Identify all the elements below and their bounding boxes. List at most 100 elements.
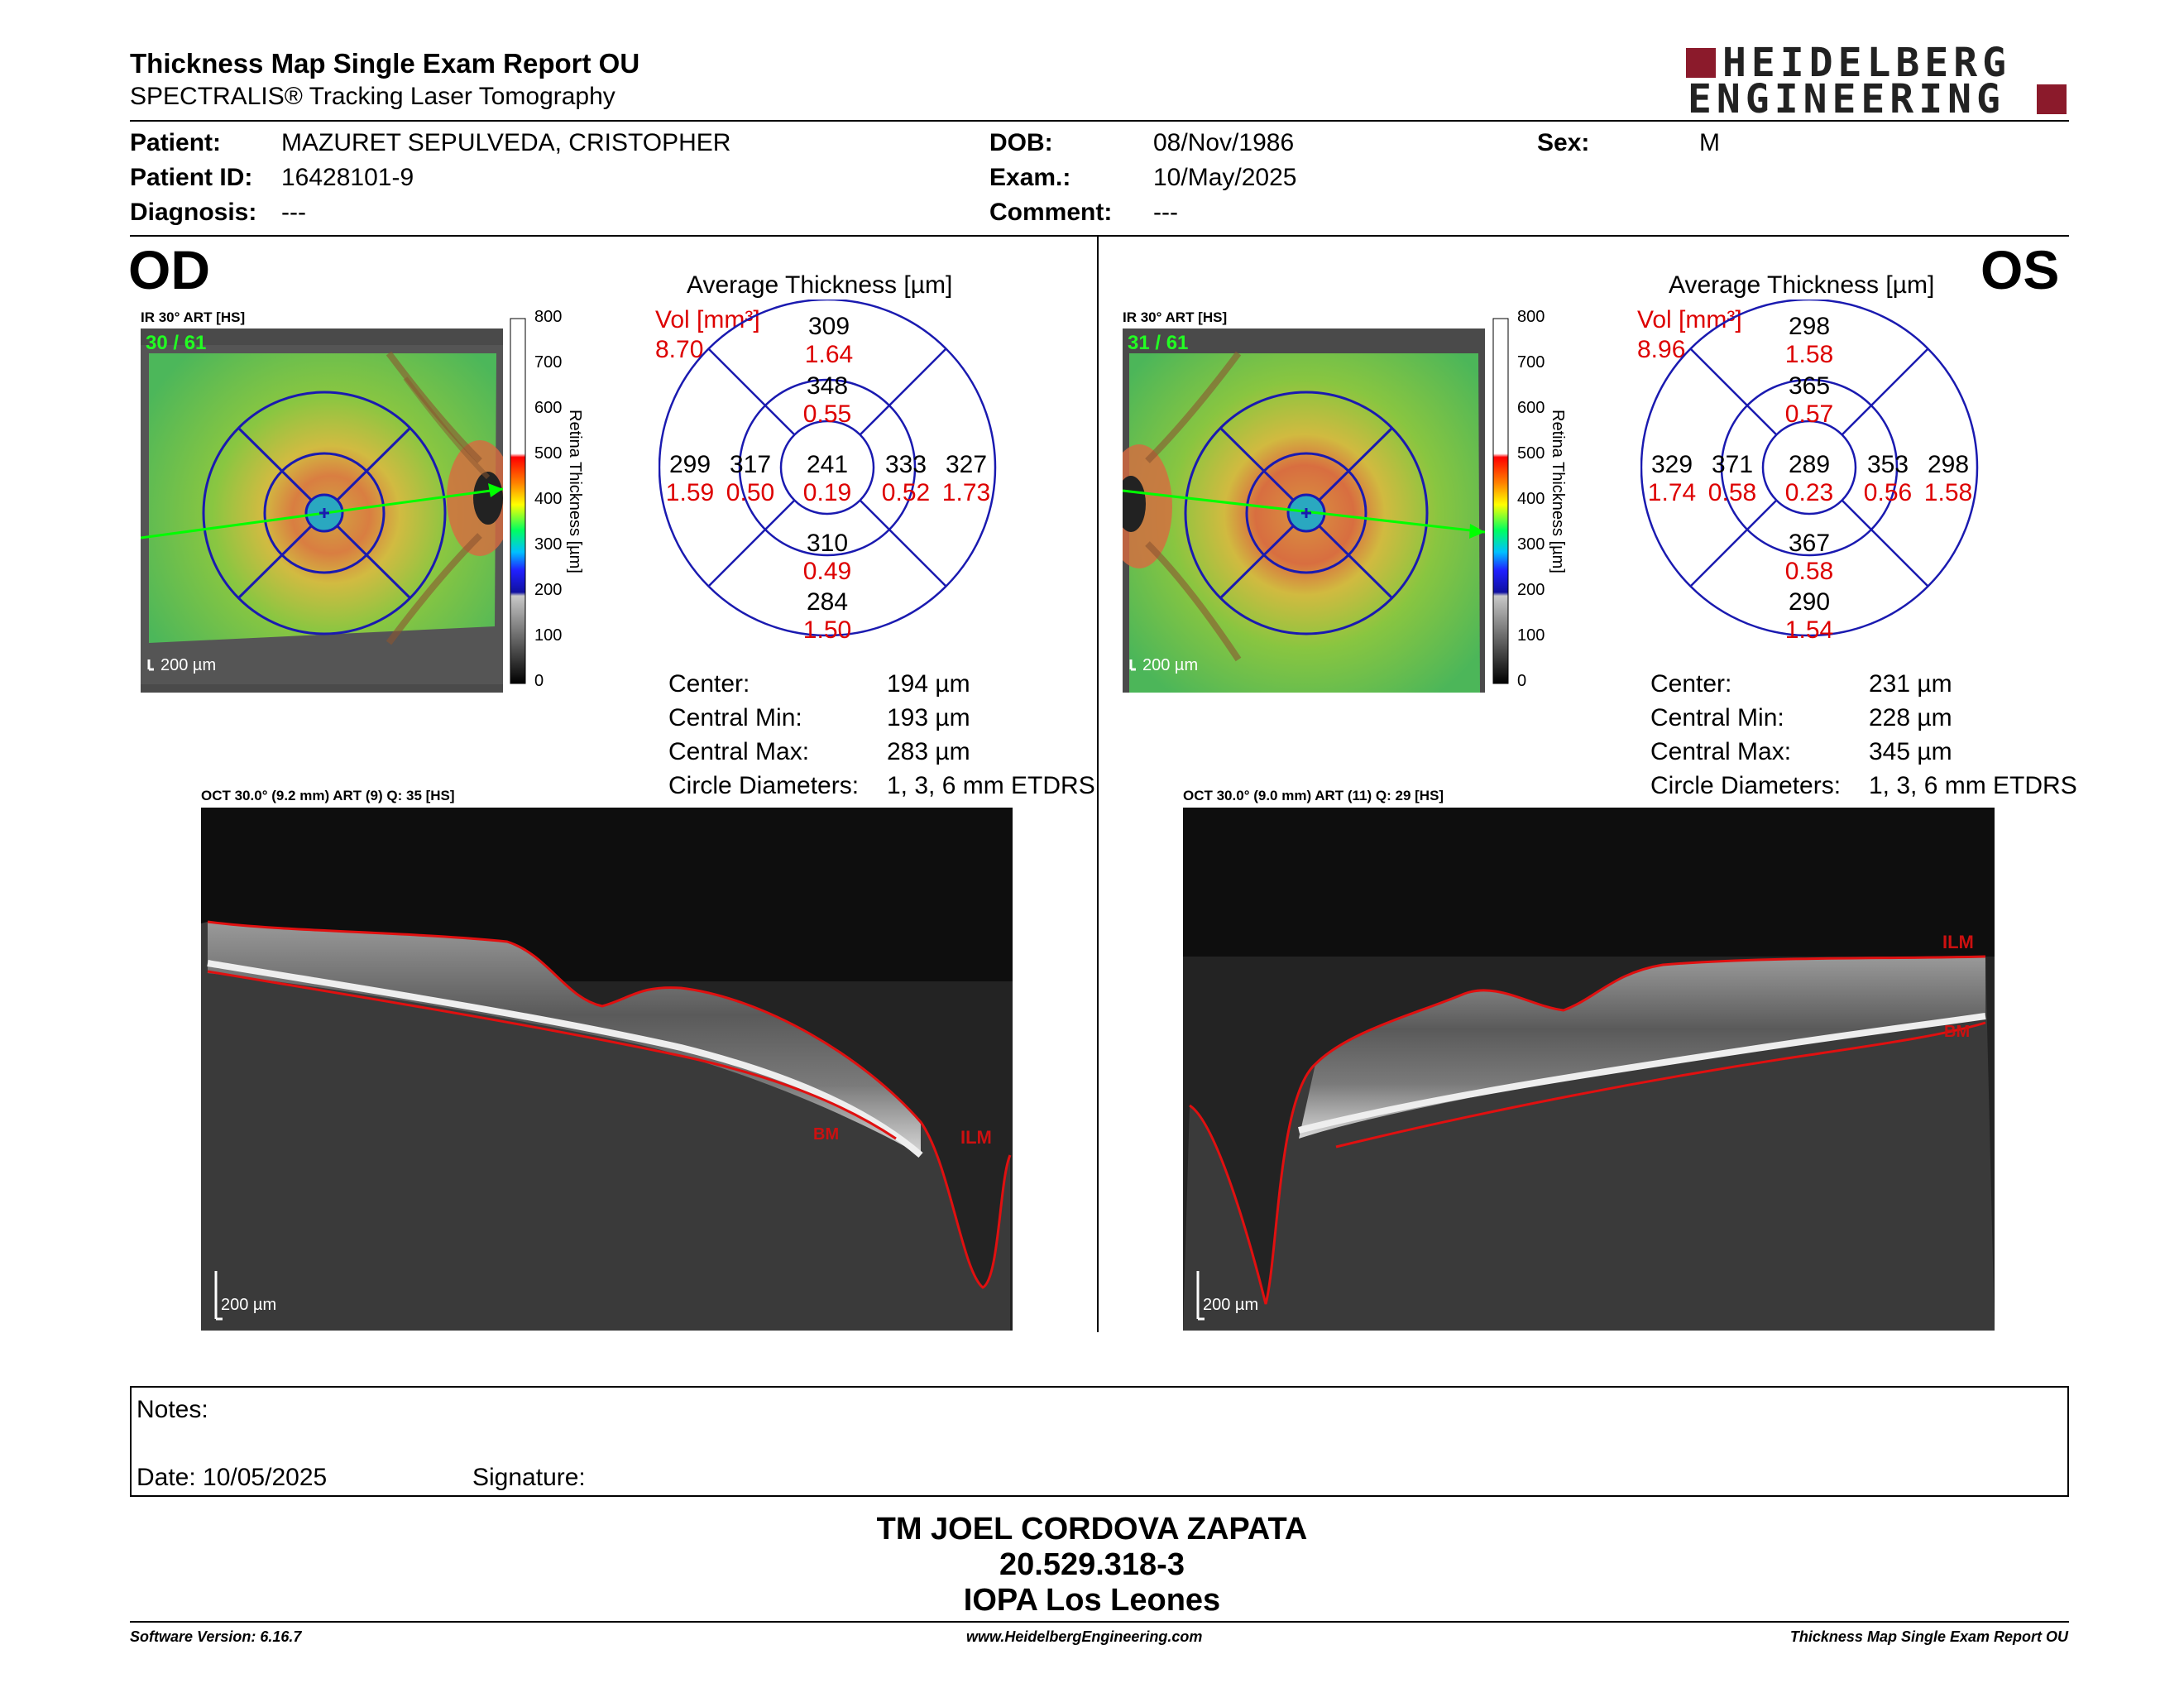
od-outer-inferior: 284 1.50 — [801, 588, 854, 645]
os-outer-right-volume: 1.58 — [1923, 479, 1973, 506]
od-oct-label: OCT 30.0° (9.2 mm) ART (9) Q: 35 [HS] — [201, 788, 455, 803]
od-cb-tick-200: 200 — [534, 581, 563, 599]
od-cb-tick-400: 400 — [534, 490, 563, 508]
od-colorbar-ticks: 800 700 600 500 400 300 200 100 0 — [534, 308, 568, 697]
os-ir-label: IR 30° ART [HS] — [1123, 309, 1228, 325]
os-inner-right-thickness: 353 — [1866, 451, 1909, 478]
od-inner-sup-thickness: 348 — [806, 372, 849, 400]
os-fundus-scale: 200 µm — [1142, 656, 1199, 674]
od-frame-label: 30 / 61 — [146, 332, 207, 354]
os-avg-title: Average Thickness [µm] — [1669, 271, 1935, 299]
os-outer-left-volume: 1.74 — [1647, 479, 1697, 506]
os-outer-sup-thickness: 298 — [1788, 313, 1831, 340]
od-inner-left-thickness: 317 — [729, 451, 772, 478]
footer-divider — [130, 1621, 2069, 1623]
od-diam-stat-label: Circle Diameters: — [668, 772, 860, 799]
od-outer-inf-volume: 1.50 — [802, 616, 852, 644]
od-outer-left-volume: 1.59 — [665, 479, 715, 506]
os-center: 289 0.23 — [1783, 451, 1836, 507]
os-outer-superior: 298 1.58 — [1783, 313, 1836, 369]
od-inner-left-volume: 0.50 — [726, 479, 775, 506]
exam-label: Exam.: — [989, 164, 1071, 191]
od-outer-right: 327 1.73 — [940, 451, 993, 507]
os-cb-tick-100: 100 — [1517, 626, 1545, 645]
os-oct-label: OCT 30.0° (9.0 mm) ART (11) Q: 29 [HS] — [1183, 788, 1444, 803]
patient-id: 16428101-9 — [281, 164, 414, 191]
od-outer-left: 299 1.59 — [663, 451, 716, 507]
od-center-stat: 194 µm — [887, 670, 970, 698]
os-inner-superior: 365 0.57 — [1783, 372, 1836, 429]
os-outer-inferior: 290 1.54 — [1783, 588, 1836, 645]
os-colorbar — [1492, 318, 1512, 684]
os-min-stat-label: Central Min: — [1650, 704, 1784, 731]
os-oct-bscan: ILM BM 200 µm — [1183, 808, 1995, 1331]
eyes-divider — [1097, 237, 1099, 1332]
os-cb-tick-0: 0 — [1517, 672, 1527, 690]
os-inner-right: 353 0.56 — [1861, 451, 1914, 507]
os-outer-left-thickness: 329 — [1650, 451, 1693, 478]
od-outer-left-thickness: 299 — [668, 451, 711, 478]
notes-box[interactable]: Notes: Date: 10/05/2025 Signature: — [130, 1386, 2069, 1497]
os-center-volume: 0.23 — [1784, 479, 1834, 506]
os-outer-right: 298 1.58 — [1922, 451, 1975, 507]
dob-value: 08/Nov/1986 — [1153, 129, 1295, 156]
logo-text-heidelberg: HEIDELBERG — [1722, 40, 2011, 86]
od-outer-right-volume: 1.73 — [941, 479, 991, 506]
os-oct-scale: 200 µm — [1203, 1296, 1259, 1314]
report-subtitle: SPECTRALIS® Tracking Laser Tomography — [130, 83, 615, 110]
sex-value: M — [1699, 129, 1720, 156]
od-center-thickness: 241 — [806, 451, 849, 478]
date-label: Date: 10/05/2025 — [136, 1464, 328, 1491]
os-inner-inferior: 367 0.58 — [1783, 530, 1836, 586]
logo-square-bottom — [2037, 84, 2067, 114]
od-vol-label: Vol [mm³] — [655, 306, 760, 333]
od-outer-superior: 309 1.64 — [802, 313, 855, 369]
software-version: Software Version: 6.16.7 — [130, 1628, 302, 1645]
sex-label: Sex: — [1537, 129, 1590, 156]
od-inner-inf-thickness: 310 — [806, 530, 849, 557]
comment-label: Comment: — [989, 199, 1113, 226]
os-cb-tick-400: 400 — [1517, 490, 1545, 508]
od-eye-label: OD — [128, 239, 210, 300]
os-fundus-image: 31 / 61 200 µm — [1123, 328, 1485, 693]
os-inner-inf-volume: 0.58 — [1784, 558, 1834, 585]
os-diam-stat: 1, 3, 6 mm ETDRS — [1869, 772, 2077, 799]
od-oct-bscan: BM ILM 200 µm — [201, 808, 1013, 1331]
od-cb-tick-700: 700 — [534, 353, 563, 372]
os-center-stat-label: Center: — [1650, 670, 1732, 698]
logo-square-top — [1686, 48, 1716, 78]
header-divider — [130, 120, 2069, 122]
od-inner-right-thickness: 333 — [884, 451, 927, 478]
od-min-stat: 193 µm — [887, 704, 970, 731]
notes-label: Notes: — [136, 1396, 208, 1423]
od-bm-label: BM — [813, 1125, 840, 1144]
od-ilm-label: ILM — [960, 1127, 992, 1148]
od-fundus-image: 30 / 61 200 µm — [141, 328, 503, 693]
od-inner-inferior: 310 0.49 — [801, 530, 854, 586]
od-center-stat-label: Center: — [668, 670, 750, 698]
os-cb-tick-200: 200 — [1517, 581, 1545, 599]
os-cb-tick-700: 700 — [1517, 353, 1545, 372]
od-fundus-scale: 200 µm — [160, 656, 217, 674]
od-oct-scale: 200 µm — [221, 1296, 277, 1314]
os-cb-tick-300: 300 — [1517, 535, 1545, 554]
od-colorbar-axis-label: Retina Thickness [µm] — [566, 410, 584, 573]
signature-block: TM JOEL CORDOVA ZAPATA 20.529.318-3 IOPA… — [678, 1512, 1506, 1618]
diagnosis-label: Diagnosis: — [130, 199, 257, 226]
os-outer-inf-thickness: 290 — [1788, 588, 1831, 616]
od-diam-stat: 1, 3, 6 mm ETDRS — [887, 772, 1095, 799]
os-inner-inf-thickness: 367 — [1788, 530, 1831, 557]
website-link[interactable]: www.HeidelbergEngineering.com — [966, 1628, 1203, 1645]
os-eye-label: OS — [1980, 239, 2060, 300]
os-inner-right-volume: 0.56 — [1863, 479, 1913, 506]
os-frame-label: 31 / 61 — [1128, 332, 1189, 354]
signer-name: TM JOEL CORDOVA ZAPATA — [876, 1512, 1308, 1547]
dob-label: DOB: — [989, 129, 1053, 156]
od-max-stat: 283 µm — [887, 738, 970, 765]
od-inner-superior: 348 0.55 — [801, 372, 854, 429]
od-inner-right-volume: 0.52 — [881, 479, 931, 506]
os-colorbar-axis-label: Retina Thickness [µm] — [1549, 410, 1567, 573]
os-inner-left-thickness: 371 — [1711, 451, 1754, 478]
comment-value: --- — [1153, 199, 1178, 226]
od-avg-title: Average Thickness [µm] — [687, 271, 953, 299]
